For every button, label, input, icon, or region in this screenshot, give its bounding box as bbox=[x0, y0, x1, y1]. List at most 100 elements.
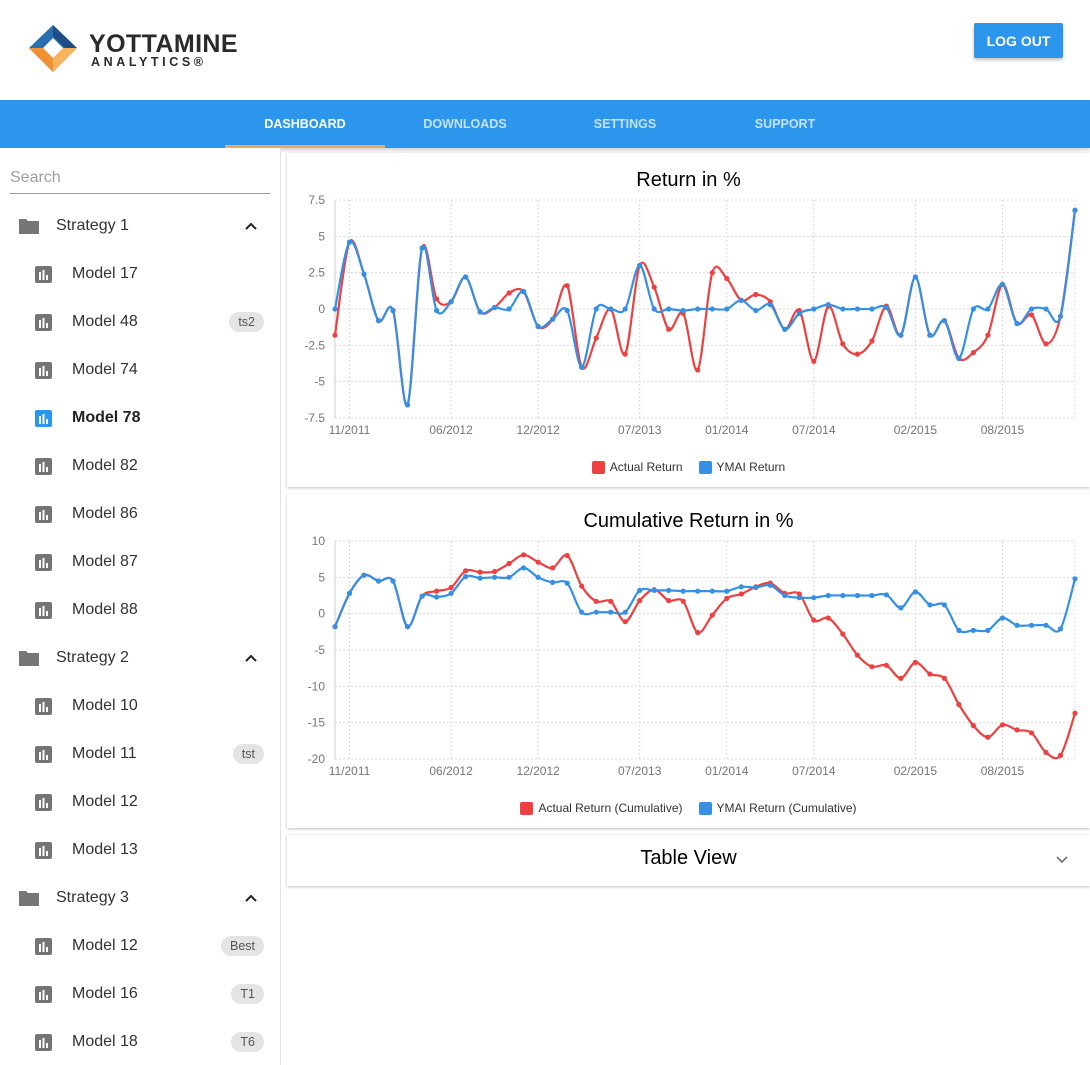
data-point[interactable] bbox=[985, 332, 991, 338]
data-point[interactable] bbox=[1072, 207, 1078, 213]
data-point[interactable] bbox=[840, 592, 846, 599]
data-point[interactable] bbox=[375, 318, 382, 324]
model-row[interactable]: Model 78 bbox=[0, 394, 281, 442]
data-point[interactable] bbox=[332, 332, 338, 338]
data-point[interactable] bbox=[796, 595, 802, 601]
data-point[interactable] bbox=[564, 552, 570, 559]
data-point[interactable] bbox=[564, 283, 570, 289]
data-point[interactable] bbox=[956, 627, 962, 633]
data-point[interactable] bbox=[738, 297, 744, 303]
data-point[interactable] bbox=[840, 631, 846, 637]
data-point[interactable] bbox=[1057, 313, 1064, 319]
data-point[interactable] bbox=[970, 723, 977, 729]
data-point[interactable] bbox=[637, 262, 643, 268]
data-point[interactable] bbox=[463, 274, 469, 280]
strategy-row[interactable]: Strategy 2 bbox=[0, 634, 281, 682]
data-point[interactable] bbox=[898, 605, 904, 611]
table-view-panel[interactable]: Table View bbox=[287, 835, 1090, 886]
model-row[interactable]: Model 18 T6 bbox=[0, 1018, 281, 1065]
data-point[interactable] bbox=[883, 592, 890, 598]
model-row[interactable]: Model 87 bbox=[0, 538, 281, 586]
data-point[interactable] bbox=[941, 675, 948, 681]
data-point[interactable] bbox=[695, 588, 701, 594]
data-point[interactable] bbox=[724, 588, 730, 594]
data-point[interactable] bbox=[811, 595, 817, 601]
data-point[interactable] bbox=[767, 302, 773, 308]
data-point[interactable] bbox=[404, 402, 411, 408]
data-point[interactable] bbox=[332, 624, 338, 630]
data-point[interactable] bbox=[811, 617, 817, 623]
data-point[interactable] bbox=[506, 290, 512, 296]
data-point[interactable] bbox=[811, 358, 817, 364]
data-point[interactable] bbox=[1057, 626, 1064, 632]
data-point[interactable] bbox=[999, 615, 1006, 621]
data-point[interactable] bbox=[680, 588, 686, 594]
tab-settings[interactable]: SETTINGS bbox=[593, 117, 657, 131]
data-point[interactable] bbox=[970, 306, 977, 312]
data-point[interactable] bbox=[564, 307, 570, 314]
data-point[interactable] bbox=[898, 675, 904, 681]
data-point[interactable] bbox=[738, 591, 744, 597]
data-point[interactable] bbox=[941, 602, 948, 608]
data-point[interactable] bbox=[506, 560, 512, 567]
data-point[interactable] bbox=[550, 565, 556, 571]
data-point[interactable] bbox=[840, 341, 846, 347]
data-point[interactable] bbox=[477, 569, 483, 575]
model-row[interactable]: Model 82 bbox=[0, 442, 281, 490]
data-point[interactable] bbox=[666, 306, 672, 312]
data-point[interactable] bbox=[956, 355, 962, 361]
data-point[interactable] bbox=[434, 588, 440, 594]
data-point[interactable] bbox=[550, 316, 556, 322]
data-point[interactable] bbox=[709, 588, 715, 594]
data-point[interactable] bbox=[782, 592, 788, 599]
data-point[interactable] bbox=[622, 609, 628, 615]
data-point[interactable] bbox=[1014, 727, 1020, 733]
search-input[interactable] bbox=[10, 162, 270, 193]
data-point[interactable] bbox=[1028, 622, 1035, 628]
data-point[interactable] bbox=[390, 307, 396, 314]
data-point[interactable] bbox=[622, 351, 628, 357]
data-point[interactable] bbox=[796, 310, 802, 316]
data-point[interactable] bbox=[825, 592, 831, 599]
data-point[interactable] bbox=[825, 302, 831, 308]
data-point[interactable] bbox=[448, 584, 454, 591]
data-point[interactable] bbox=[724, 275, 730, 282]
legend-item-ymai-cumulative[interactable]: YMAI Return (Cumulative) bbox=[698, 801, 857, 815]
data-point[interactable] bbox=[1043, 749, 1049, 756]
data-point[interactable] bbox=[840, 306, 846, 312]
data-point[interactable] bbox=[854, 306, 861, 312]
data-point[interactable] bbox=[637, 598, 643, 604]
tab-downloads[interactable]: DOWNLOADS bbox=[423, 117, 507, 131]
data-point[interactable] bbox=[346, 239, 353, 245]
data-point[interactable] bbox=[477, 575, 483, 581]
chevron-up-icon[interactable] bbox=[244, 652, 258, 664]
data-point[interactable] bbox=[535, 559, 541, 565]
data-point[interactable] bbox=[753, 307, 759, 314]
tab-support[interactable]: SUPPORT bbox=[754, 117, 816, 131]
data-point[interactable] bbox=[912, 659, 919, 665]
data-point[interactable] bbox=[869, 664, 875, 670]
data-point[interactable] bbox=[593, 335, 599, 341]
data-point[interactable] bbox=[608, 598, 614, 604]
data-point[interactable] bbox=[927, 602, 933, 608]
data-point[interactable] bbox=[375, 578, 382, 584]
data-point[interactable] bbox=[521, 289, 527, 295]
logout-button[interactable]: LOG OUT bbox=[974, 23, 1063, 58]
data-point[interactable] bbox=[404, 624, 411, 630]
data-point[interactable] bbox=[361, 271, 367, 277]
legend-item-actual-return[interactable]: Actual Return bbox=[591, 460, 683, 474]
data-point[interactable] bbox=[709, 270, 715, 276]
data-point[interactable] bbox=[854, 592, 861, 599]
brand-logo[interactable]: YOTTAMINE ANALYTICS® bbox=[27, 22, 238, 76]
data-point[interactable] bbox=[666, 598, 672, 604]
data-point[interactable] bbox=[463, 568, 469, 574]
data-point[interactable] bbox=[912, 589, 919, 595]
data-point[interactable] bbox=[927, 671, 933, 677]
data-point[interactable] bbox=[854, 652, 861, 658]
data-point[interactable] bbox=[434, 594, 440, 600]
data-point[interactable] bbox=[695, 630, 701, 636]
model-row[interactable]: Model 12 bbox=[0, 778, 281, 826]
data-point[interactable] bbox=[1028, 312, 1035, 318]
data-point[interactable] bbox=[680, 307, 686, 314]
data-point[interactable] bbox=[767, 582, 773, 588]
